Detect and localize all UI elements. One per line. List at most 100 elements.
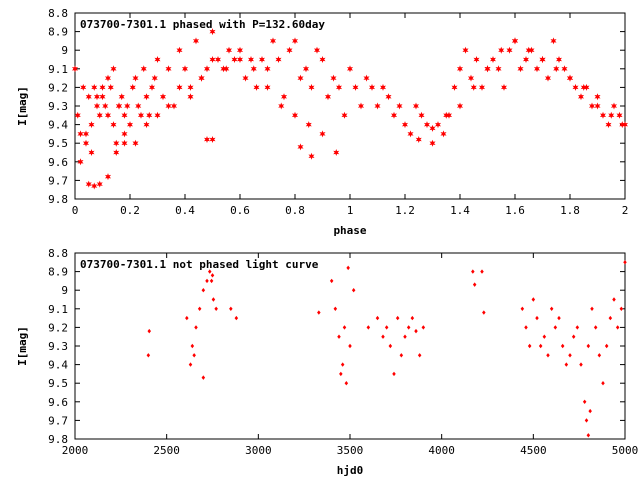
data-point xyxy=(375,315,380,321)
data-point xyxy=(579,362,583,367)
data-point xyxy=(423,121,431,129)
data-point xyxy=(533,65,541,73)
y-tick-label: 9.7 xyxy=(48,414,68,427)
data-point xyxy=(132,74,139,82)
data-point xyxy=(88,149,95,156)
data-point xyxy=(319,56,326,63)
data-point xyxy=(165,102,172,110)
data-point xyxy=(467,74,475,82)
data-point xyxy=(137,111,145,119)
data-point xyxy=(384,325,389,330)
data-point xyxy=(135,102,142,110)
data-point xyxy=(286,46,293,54)
data-point xyxy=(104,173,112,181)
y-tick-label: 9.1 xyxy=(48,63,68,76)
data-point xyxy=(388,343,393,349)
data-point xyxy=(96,180,103,188)
data-point xyxy=(472,282,477,287)
x-tick-label: 3500 xyxy=(337,444,364,457)
data-point xyxy=(392,371,396,377)
x-tick-label: 1.6 xyxy=(505,204,525,217)
data-point xyxy=(275,56,282,63)
data-point xyxy=(198,74,205,82)
data-point xyxy=(568,353,572,358)
data-point xyxy=(113,139,120,147)
data-point xyxy=(192,353,196,358)
data-point xyxy=(456,65,464,73)
data-point xyxy=(121,111,128,119)
data-point xyxy=(71,65,79,73)
data-point xyxy=(346,65,354,73)
data-point xyxy=(223,65,230,73)
data-point xyxy=(341,111,348,119)
data-point xyxy=(280,93,288,101)
x-tick-label: 2500 xyxy=(153,444,180,457)
data-point xyxy=(113,149,120,156)
data-point xyxy=(340,362,345,367)
data-point xyxy=(527,343,532,349)
data-point xyxy=(348,343,352,349)
data-point xyxy=(390,111,398,119)
data-point xyxy=(297,74,304,82)
data-point xyxy=(342,325,347,330)
data-point xyxy=(146,353,151,358)
data-point xyxy=(339,371,343,377)
data-point xyxy=(188,362,193,367)
data-point xyxy=(209,278,214,284)
plot-frame xyxy=(74,12,626,200)
data-point xyxy=(524,325,528,330)
data-point xyxy=(308,83,315,91)
y-tick-label: 9.5 xyxy=(48,377,68,390)
data-point xyxy=(329,278,334,284)
data-point xyxy=(147,328,152,334)
x-tick-label: 0.2 xyxy=(120,204,140,217)
unphased-chart: 073700-7301.1 not phased light curve hjd… xyxy=(16,247,638,477)
y-tick-label: 8.9 xyxy=(48,266,68,279)
data-point xyxy=(542,334,547,339)
data-point xyxy=(572,83,579,91)
x-tick-label: 2000 xyxy=(62,444,89,457)
data-point xyxy=(124,102,131,110)
data-point xyxy=(313,46,321,54)
data-point xyxy=(159,93,167,101)
y-tick-label: 9.5 xyxy=(48,137,68,150)
data-point xyxy=(192,37,200,45)
data-point xyxy=(621,121,629,129)
data-point xyxy=(511,37,519,45)
y-tick-label: 8.8 xyxy=(48,247,68,260)
data-point xyxy=(357,102,365,110)
data-point xyxy=(143,93,150,101)
data-point xyxy=(489,56,497,63)
x-tick-label: 5000 xyxy=(612,444,639,457)
data-point xyxy=(335,83,343,91)
data-point xyxy=(88,121,95,129)
data-point xyxy=(176,83,183,91)
data-point xyxy=(531,297,536,302)
data-point xyxy=(363,74,370,82)
y-axis-label: I[mag] xyxy=(16,86,29,126)
y-tick-label: 8.8 xyxy=(48,7,68,20)
data-point xyxy=(593,325,598,330)
data-point xyxy=(80,83,87,91)
y-tick-label: 9.7 xyxy=(48,174,68,187)
x-tick-label: 1.8 xyxy=(560,204,580,217)
data-point xyxy=(187,83,194,91)
x-tick-label: 4500 xyxy=(520,444,547,457)
data-point xyxy=(582,399,587,404)
data-point xyxy=(584,418,589,423)
data-point xyxy=(590,306,594,311)
data-point xyxy=(330,74,337,82)
data-point xyxy=(414,328,418,334)
data-point xyxy=(211,297,216,302)
data-point xyxy=(604,343,609,349)
data-point xyxy=(154,111,161,119)
data-point xyxy=(333,306,338,311)
data-point xyxy=(148,83,156,91)
data-point xyxy=(366,325,371,330)
x-tick-label: 0 xyxy=(72,204,79,217)
data-point xyxy=(605,121,612,129)
chart-title: 073700-7301.1 not phased light curve xyxy=(80,258,319,271)
data-point xyxy=(555,56,563,63)
data-point xyxy=(473,56,480,63)
